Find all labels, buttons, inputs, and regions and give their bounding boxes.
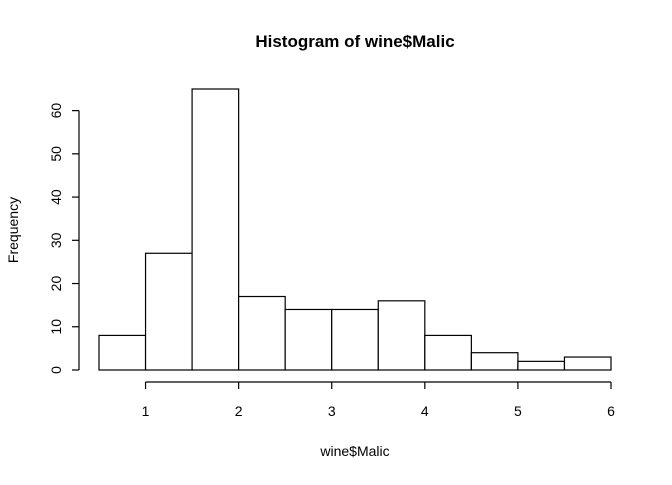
histogram-bar-7 — [424, 334, 472, 371]
histogram-bar-3 — [238, 295, 286, 371]
y-tick-label-10: 10 — [48, 319, 64, 335]
histogram-bar-9 — [517, 360, 566, 371]
x-tick-label-6: 6 — [607, 403, 615, 419]
x-tick-label-2: 2 — [235, 403, 243, 419]
histogram-bar-2 — [191, 88, 240, 371]
histogram-bar-8 — [470, 352, 519, 371]
y-axis: 0 10 20 30 40 50 60 — [48, 103, 80, 374]
y-tick-label-0: 0 — [48, 366, 64, 374]
histogram-bar-5 — [331, 308, 379, 371]
histogram-bar-6 — [377, 300, 426, 371]
x-axis-label: wine$Malic — [319, 443, 389, 459]
y-tick-label-20: 20 — [48, 276, 64, 292]
bars-group — [98, 88, 612, 371]
y-tick-label-50: 50 — [48, 146, 64, 162]
histogram-bar-4 — [284, 308, 333, 371]
histogram-bar-10 — [563, 356, 612, 371]
x-tick-label-3: 3 — [328, 403, 336, 419]
y-tick-label-60: 60 — [48, 103, 64, 119]
x-tick-label-5: 5 — [514, 403, 522, 419]
y-tick-label-40: 40 — [48, 189, 64, 205]
histogram-bar-1 — [144, 252, 193, 371]
chart-title: Histogram of wine$Malic — [255, 32, 454, 51]
x-axis: 1 2 3 4 5 6 — [142, 381, 615, 419]
histogram-bar-0 — [98, 334, 147, 371]
y-tick-label-30: 30 — [48, 232, 64, 248]
x-tick-label-1: 1 — [142, 403, 150, 419]
x-tick-label-4: 4 — [421, 403, 429, 419]
y-axis-label: Frequency — [5, 197, 21, 263]
